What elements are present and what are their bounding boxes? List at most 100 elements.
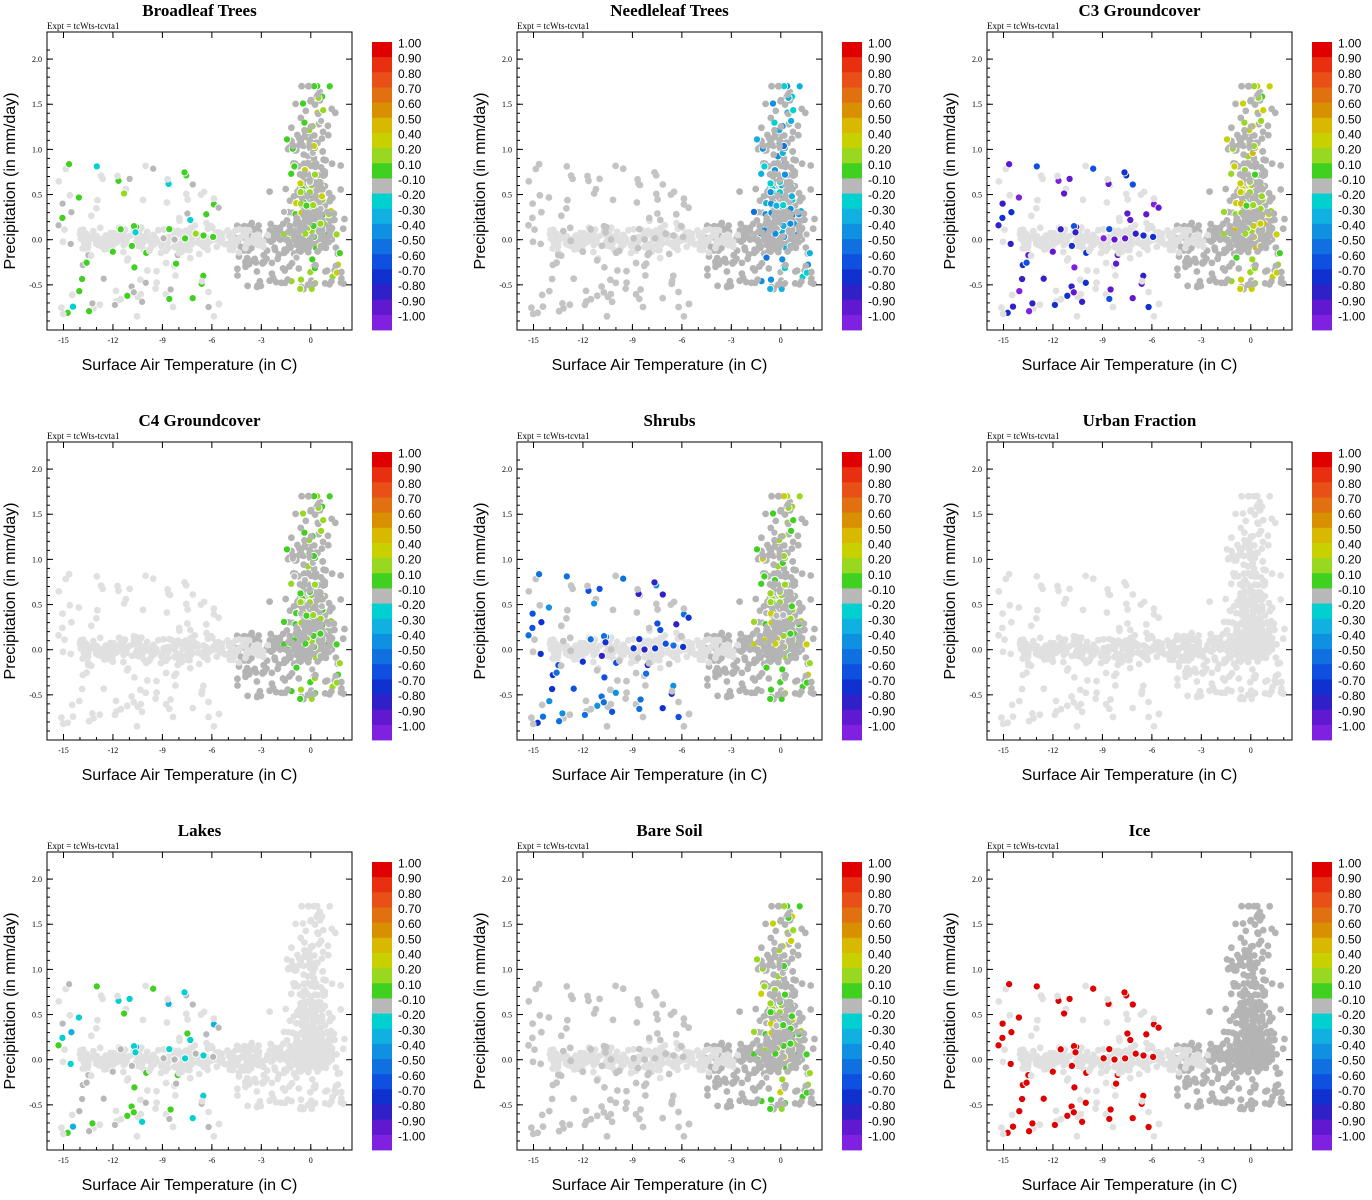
scatter-point (809, 225, 817, 233)
scatter-point (1128, 180, 1137, 189)
scatter-point (1232, 100, 1239, 108)
colorbar-label: 0.10 (398, 568, 422, 582)
colorbar-label: 0.90 (398, 462, 422, 476)
scatter-point (566, 301, 574, 309)
scatter-point (767, 248, 774, 256)
scatter-point (205, 698, 212, 706)
scatter-point (164, 654, 172, 662)
colorbar-label: -0.50 (398, 234, 426, 248)
scatter-point (108, 247, 117, 256)
scatter-point (639, 713, 647, 721)
scatter-point (93, 573, 101, 580)
scatter-point (755, 652, 763, 660)
scatter-point (1104, 244, 1112, 252)
colorbar-label: -0.30 (398, 613, 426, 627)
scatter-point (1272, 262, 1280, 270)
scatter-point (566, 711, 574, 719)
scatter-point (292, 630, 300, 638)
colorbar-label: -0.20 (398, 598, 426, 612)
scatter-point (286, 673, 293, 680)
scatter-point (807, 279, 815, 286)
scatter-point (67, 208, 76, 217)
scatter-point (745, 661, 753, 668)
scatter-point (183, 209, 192, 218)
y-tick-label: 0.5 (32, 601, 42, 610)
scatter-point (669, 641, 678, 650)
scatter-point (122, 239, 130, 247)
scatter-point (727, 692, 735, 700)
scatter-point (645, 214, 653, 222)
scatter-point (741, 654, 748, 662)
scatter-point (569, 684, 578, 693)
colorbar-label: -0.10 (868, 173, 896, 187)
colorbar-label: 0.20 (1338, 143, 1362, 157)
scatter-point (1219, 207, 1229, 216)
scatter-point (153, 279, 161, 286)
scatter-point (120, 658, 127, 666)
scatter-point (166, 285, 175, 294)
scatter-point (668, 687, 676, 695)
scatter-point (279, 220, 287, 228)
scatter-point (191, 221, 199, 229)
scatter-point (122, 649, 130, 657)
scatter-point (324, 532, 332, 540)
scatter-point (538, 208, 545, 216)
scatter-point (290, 572, 299, 581)
colorbar-label: 0.60 (868, 97, 892, 111)
scatter-point (792, 678, 799, 685)
scatter-point (1017, 235, 1025, 243)
scatter-point (186, 626, 194, 634)
scatter-point (152, 645, 160, 652)
scatter-point (994, 221, 1003, 230)
scatter-point (1242, 201, 1251, 210)
colorbar-swatch (842, 178, 862, 194)
scatter-point (138, 297, 147, 306)
scatter-point (593, 256, 601, 264)
scatter-point (529, 200, 536, 208)
scatter-point (1222, 135, 1232, 144)
scatter-point (1222, 185, 1230, 193)
scatter-point (1265, 222, 1273, 230)
scatter-point (670, 243, 678, 251)
scatter-point (78, 274, 87, 284)
scatter-point (1144, 302, 1153, 312)
scatter-point (789, 106, 798, 115)
scatter-point (787, 116, 796, 125)
scatter-point (155, 226, 162, 234)
scatter-point (68, 291, 76, 299)
colorbar-swatch (1312, 163, 1332, 179)
scatter-point (250, 233, 257, 241)
colorbar-label: -0.30 (1338, 203, 1366, 217)
colorbar-swatch (372, 512, 392, 529)
scatter-point (325, 599, 333, 607)
panel-title: Broadleaf Trees (142, 1, 257, 20)
scatter-point (322, 644, 329, 652)
scatter-point (570, 275, 578, 283)
scatter-point (581, 301, 589, 309)
scatter-point (564, 606, 571, 614)
scatter-point (214, 203, 223, 212)
scatter-point (282, 185, 290, 193)
scatter-point (324, 131, 332, 139)
scatter-point (658, 590, 667, 599)
scatter-point (768, 82, 775, 90)
scatter-point (1241, 126, 1248, 134)
scatter-point (1102, 259, 1110, 267)
scatter-point (705, 659, 713, 666)
scatter-point (1069, 288, 1078, 297)
scatter-point (298, 492, 305, 500)
x-tick-label: -15 (58, 336, 69, 345)
scatter-point (1256, 219, 1265, 228)
scatter-point (1230, 162, 1239, 171)
scatter-point (309, 611, 318, 620)
colorbar-swatch (842, 42, 862, 58)
scatter-point (149, 575, 157, 583)
scatter-point (801, 109, 809, 117)
scatter-point (1070, 263, 1079, 272)
scatter-point (722, 669, 730, 676)
scatter-point (1209, 274, 1217, 282)
scatter-point (608, 298, 616, 306)
scatter-point (632, 669, 640, 677)
scatter-point (736, 188, 743, 196)
